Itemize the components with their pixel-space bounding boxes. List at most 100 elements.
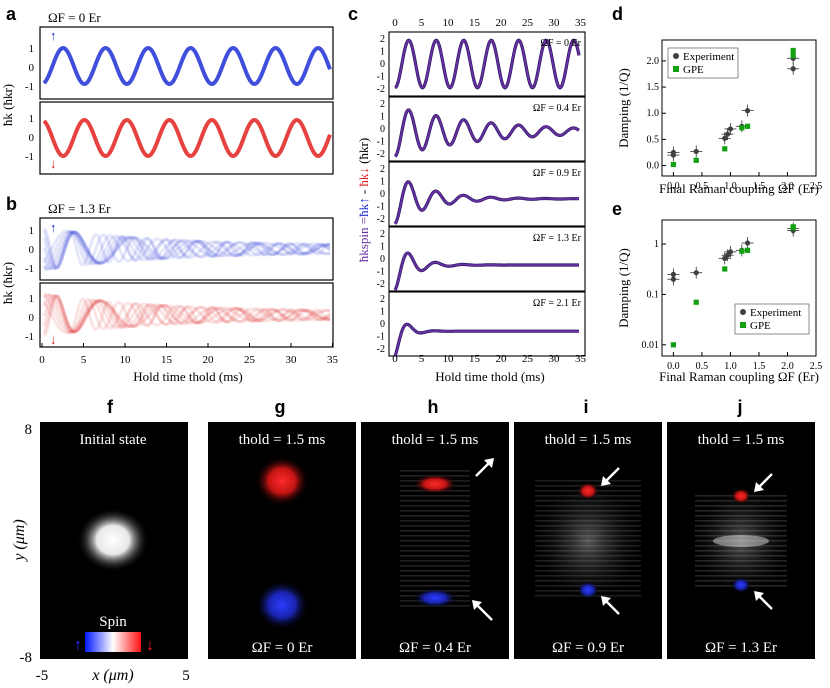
legend-experiment-marker <box>673 53 679 59</box>
c-top-xtick: 10 <box>443 17 455 29</box>
experiment-point <box>670 152 677 158</box>
legend-experiment: Experiment <box>683 51 734 63</box>
trace <box>42 293 331 334</box>
trace <box>43 292 331 334</box>
b-ytick-top-0: 0 <box>29 244 35 256</box>
panel-c-xlabel: Hold time thold (ms) <box>435 369 544 384</box>
image-ytick-top: 8 <box>25 422 33 438</box>
panel-e-frame <box>661 219 817 357</box>
panel-c-bottom-xticks: 0 5 10 15 20 25 30 35 <box>392 353 586 365</box>
c-subpanel-frame <box>388 31 586 97</box>
a-ytick-bot-1: 1 <box>29 113 35 125</box>
panel-label-a: a <box>6 4 17 24</box>
gpe-point <box>739 248 745 254</box>
c-ytick: 1 <box>380 112 385 123</box>
c-top-xtick: 5 <box>419 17 425 29</box>
experiment-point <box>727 126 734 132</box>
panel-d-legend: Experiment GPE <box>667 47 739 79</box>
trace <box>43 230 331 272</box>
image-f-title: Initial state <box>79 432 146 448</box>
panel-label-f: f <box>107 397 114 417</box>
trace <box>42 294 331 337</box>
panel-d-xlabel: Final Raman coupling ΩF (Er) <box>659 181 819 196</box>
c-data-line <box>394 252 579 291</box>
trace <box>42 293 331 334</box>
legend-experiment-e: Experiment <box>750 307 801 319</box>
c-ytick: 1 <box>380 47 385 58</box>
gpe-point <box>693 157 699 163</box>
xtick-label: 2.0 <box>781 181 794 192</box>
b-xtick-label: 35 <box>327 354 339 366</box>
xtick-label: 1.5 <box>753 361 766 372</box>
c-subpanel-frame <box>388 96 586 162</box>
image-h-title: thold = 1.5 ms <box>392 432 479 448</box>
image-i-title: thold = 1.5 ms <box>545 432 632 448</box>
trace <box>42 293 331 334</box>
panel-e-ylabel: Damping (1/Q) <box>616 248 631 328</box>
gpe-point <box>790 53 796 59</box>
c-bottom-xtick: 10 <box>443 353 455 365</box>
trace <box>42 293 331 334</box>
gpe-point <box>670 342 677 348</box>
legend-gpe-e: GPE <box>750 320 771 332</box>
trace <box>42 230 332 270</box>
c-ytick: -1 <box>377 267 385 278</box>
trace <box>42 229 331 265</box>
gpe-point <box>744 247 751 253</box>
image-ylabel: y (μm) <box>11 519 28 562</box>
image-j-omega: ΩF = 1.3 Er <box>705 640 777 656</box>
panel-d-frame <box>661 39 817 177</box>
b-xtick-label: 25 <box>244 354 256 366</box>
b-xtick-label: 0 <box>39 354 45 366</box>
image-xlabel: x (μm) <box>91 667 133 684</box>
c-data-line <box>394 39 580 89</box>
c-top-xtick: 20 <box>496 17 508 29</box>
panel-a-up-arrow: ↑ <box>50 28 57 43</box>
c-top-xtick: 30 <box>549 17 561 29</box>
c-data-line <box>394 109 580 158</box>
xtick-label: 0.5 <box>696 361 709 372</box>
image-i-omega: ΩF = 0.9 Er <box>552 640 624 656</box>
c-ytick: -1 <box>377 72 385 83</box>
panel-d-ylabel: Damping (1/Q) <box>616 68 631 148</box>
c-ytick: 1 <box>380 177 385 188</box>
c-data-line <box>394 180 580 225</box>
xtick-label: 1.5 <box>753 181 766 192</box>
legend-experiment-marker-e <box>740 309 746 315</box>
panel-c-top-xticks: 0 5 10 15 20 25 30 35 <box>392 17 586 29</box>
c-subpanel-label: ΩF = 2.1 Er <box>533 298 582 309</box>
image-xtick-left: -5 <box>36 668 49 684</box>
c-bottom-xtick: 25 <box>522 353 534 365</box>
panel-b-ylabel: ħk (ħkr) <box>0 262 15 304</box>
image-f-initial-state: Initial state Spin ↑ ↓ <box>40 422 188 659</box>
c-ytick: 2 <box>380 229 385 240</box>
panel-d-points <box>667 47 800 168</box>
trace <box>42 227 331 270</box>
c-ytick: -2 <box>377 214 385 225</box>
ytick-label: 0.0 <box>647 161 660 172</box>
image-h: thold = 1.5 ms ΩF = 0.4 Er <box>361 422 509 659</box>
panel-b-top-frame <box>39 217 334 281</box>
experiment-point <box>693 270 699 276</box>
panel-b-spin-up-traces <box>42 227 332 272</box>
spin-up-arrow-icon: ↑ <box>74 637 82 654</box>
panel-b-bottom-frame <box>39 282 334 348</box>
c-ytick: 2 <box>380 294 385 305</box>
gpe-point <box>790 225 796 231</box>
panel-label-d: d <box>612 4 623 24</box>
c-ytick: 2 <box>380 164 385 175</box>
c-subpanel-frame <box>388 226 586 292</box>
panel-label-g: g <box>275 397 286 417</box>
c-subpanel-label: ΩF = 0.4 Er <box>533 103 582 114</box>
trace <box>42 299 331 335</box>
c-top-xtick: 35 <box>575 17 587 29</box>
experiment-point <box>790 66 796 72</box>
panel-d-ticks: 0.0 0.5 1.0 1.5 2.0 2.5 0.0 0.5 1.0 1.5 2.0 <box>647 56 823 192</box>
c-ytick: 0 <box>380 59 385 70</box>
xtick-label: 1.0 <box>724 181 737 192</box>
b-ytick-bot-0: 0 <box>29 312 35 324</box>
panel-a-ylabel: ħk (ħkr) <box>0 84 15 126</box>
gpe-point <box>744 123 751 129</box>
c-ytick: 2 <box>380 34 385 45</box>
